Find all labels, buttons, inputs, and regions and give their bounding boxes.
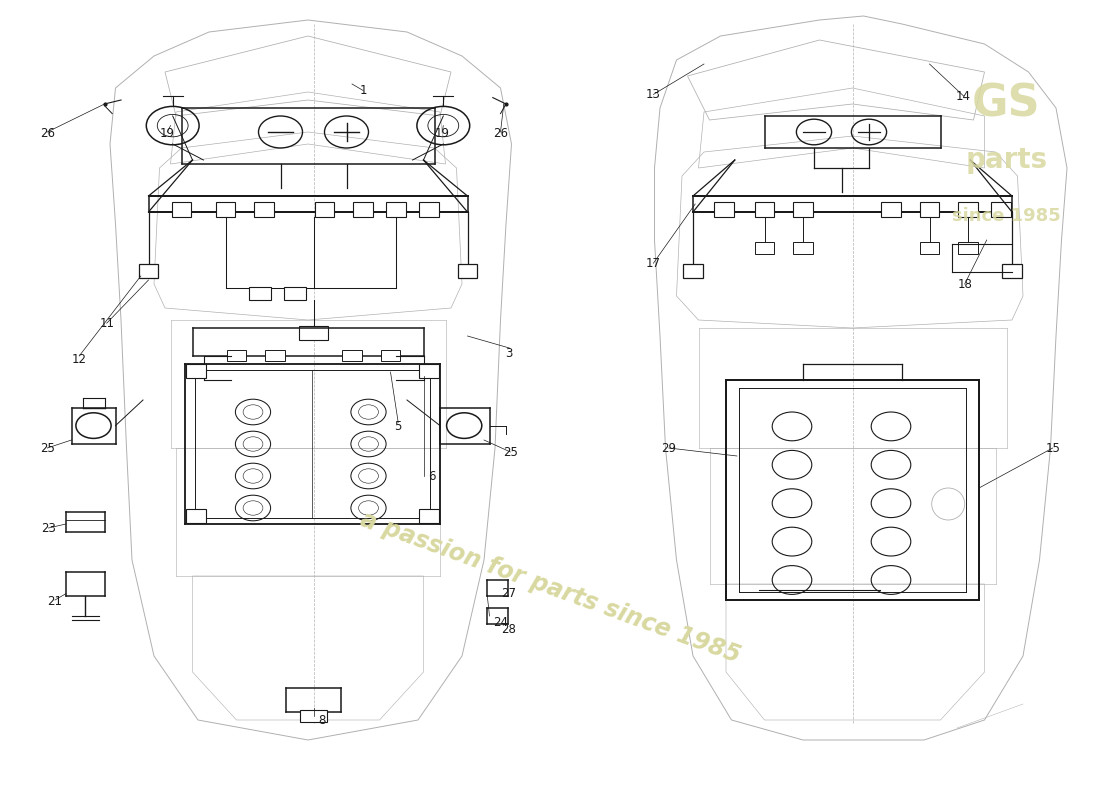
- Bar: [216, 202, 235, 217]
- Bar: [381, 350, 400, 361]
- Bar: [315, 202, 334, 217]
- Text: 19: 19: [434, 127, 450, 140]
- Text: 8: 8: [319, 714, 326, 726]
- Bar: [958, 242, 978, 254]
- Bar: [299, 326, 328, 340]
- Bar: [714, 202, 734, 217]
- Bar: [342, 350, 362, 361]
- Text: 5: 5: [395, 420, 402, 433]
- Text: 25: 25: [40, 442, 55, 454]
- Bar: [991, 202, 1011, 217]
- Text: 1: 1: [360, 84, 366, 97]
- Bar: [249, 287, 271, 300]
- Text: 29: 29: [661, 442, 676, 454]
- Bar: [419, 202, 439, 217]
- Text: 3: 3: [506, 347, 513, 360]
- Text: 26: 26: [40, 127, 55, 140]
- Bar: [284, 287, 306, 300]
- Bar: [458, 264, 477, 278]
- Bar: [793, 202, 813, 217]
- Bar: [254, 202, 274, 217]
- Bar: [683, 264, 703, 278]
- Bar: [1002, 264, 1022, 278]
- Text: 15: 15: [1045, 442, 1060, 454]
- Bar: [755, 202, 774, 217]
- Text: 26: 26: [493, 127, 508, 140]
- Bar: [386, 202, 406, 217]
- Bar: [300, 710, 327, 722]
- Text: 23: 23: [41, 522, 56, 534]
- Text: GS: GS: [972, 82, 1041, 126]
- Bar: [186, 364, 206, 378]
- Text: 19: 19: [160, 127, 175, 140]
- Text: 25: 25: [503, 446, 518, 458]
- Bar: [139, 264, 158, 278]
- Text: 17: 17: [646, 257, 661, 270]
- Bar: [881, 202, 901, 217]
- Bar: [755, 242, 774, 254]
- Bar: [958, 202, 978, 217]
- Bar: [419, 364, 439, 378]
- Text: 13: 13: [646, 88, 661, 101]
- Text: 24: 24: [493, 616, 508, 629]
- Text: since 1985: since 1985: [953, 207, 1060, 225]
- Text: parts: parts: [966, 146, 1047, 174]
- Text: a passion for parts since 1985: a passion for parts since 1985: [356, 508, 744, 668]
- Text: 6: 6: [429, 470, 436, 482]
- Text: 14: 14: [956, 90, 971, 102]
- Bar: [353, 202, 373, 217]
- Bar: [419, 509, 439, 523]
- Text: 11: 11: [99, 317, 114, 330]
- Bar: [227, 350, 246, 361]
- Text: 12: 12: [72, 353, 87, 366]
- Bar: [172, 202, 191, 217]
- Text: 18: 18: [957, 278, 972, 290]
- Bar: [793, 242, 813, 254]
- Bar: [920, 202, 939, 217]
- Text: 27: 27: [500, 587, 516, 600]
- Text: 21: 21: [47, 595, 63, 608]
- Text: 28: 28: [500, 623, 516, 636]
- Bar: [920, 242, 939, 254]
- Bar: [186, 509, 206, 523]
- Bar: [265, 350, 285, 361]
